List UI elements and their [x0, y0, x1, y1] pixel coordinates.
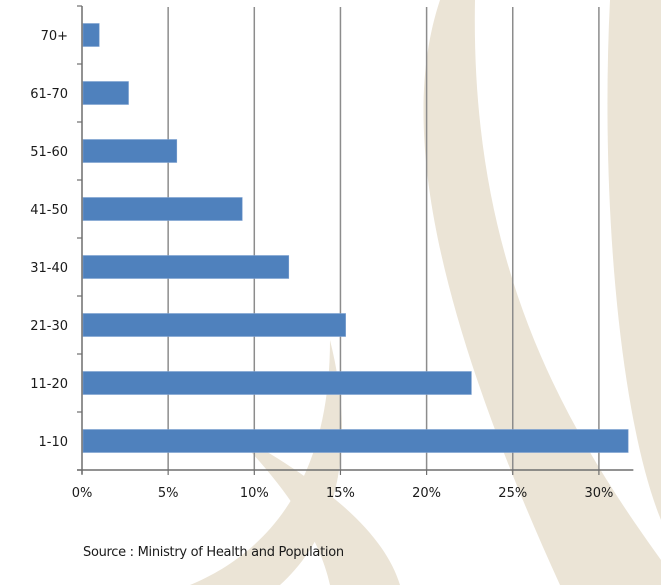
axes	[77, 5, 634, 475]
x-tick-label: 10%	[240, 486, 269, 501]
category-label: 1-10	[38, 435, 68, 450]
category-label: 70+	[41, 29, 68, 44]
category-label: 31-40	[30, 261, 68, 276]
x-tick-label: 0%	[72, 486, 93, 501]
x-tick-label: 15%	[326, 486, 355, 501]
category-label: 61-70	[30, 87, 68, 102]
watermark-leaf-low2	[230, 430, 400, 585]
bar-70+	[82, 23, 100, 47]
bar-51-60	[82, 139, 178, 163]
x-tick-label: 5%	[158, 486, 179, 501]
bar-1-10	[82, 429, 629, 453]
bar-31-40	[82, 255, 290, 279]
x-tick-label: 25%	[498, 486, 527, 501]
category-labels: 1-10 11-20 21-30 31-40 41-50 51-60 61-70 70+	[30, 29, 68, 450]
category-label: 21-30	[30, 319, 68, 334]
watermark-leaf-lower	[190, 340, 342, 585]
gridlines	[167, 7, 600, 470]
background-watermark	[190, 0, 661, 585]
category-label: 11-20	[30, 377, 68, 392]
category-label: 41-50	[30, 203, 68, 218]
source-note: Source : Ministry of Health and Populati…	[83, 545, 344, 560]
category-label: 51-60	[30, 145, 68, 160]
x-tick-label: 20%	[412, 486, 441, 501]
bar-41-50	[82, 197, 243, 221]
bar-11-20	[82, 371, 472, 395]
bar-61-70	[82, 81, 129, 105]
x-tick-label: 30%	[584, 486, 613, 501]
bars	[82, 23, 629, 453]
watermark-leaf-mid	[607, 0, 661, 520]
bar-21-30	[82, 313, 346, 337]
tick-labels: 0% 5% 10% 15% 20% 25% 30%	[72, 486, 614, 501]
watermark-leaf-left	[423, 0, 661, 585]
